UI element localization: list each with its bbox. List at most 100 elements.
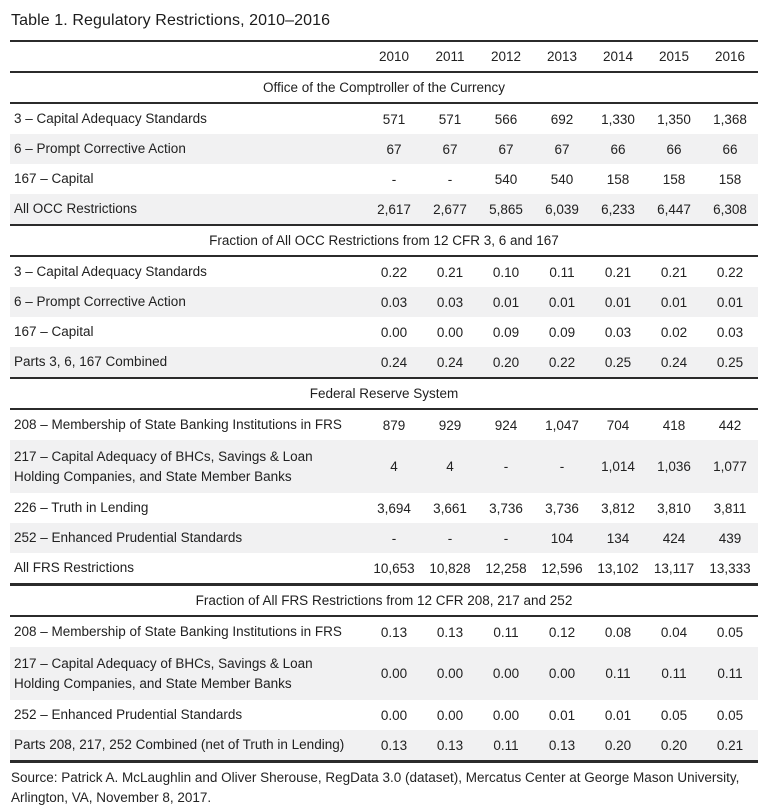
cell-value: 0.11 (717, 666, 743, 681)
cell-value: 158 (718, 171, 742, 187)
cell-value: 0.12 (548, 624, 576, 640)
cell-value: 1,077 (713, 459, 747, 474)
cell-value: 0.22 (716, 264, 744, 280)
cell-value: - (503, 530, 509, 546)
cell-value: - (391, 171, 397, 187)
cell-value: 0.03 (436, 294, 464, 310)
row-label: 167 – Capital (14, 171, 94, 186)
cell-value: 0.00 (380, 666, 408, 681)
year-column-header: 2016 (714, 49, 746, 64)
cell-value: 0.01 (604, 294, 632, 310)
cell-value: 879 (382, 417, 406, 433)
cell-value: 158 (606, 171, 630, 187)
cell-value: 0.00 (436, 707, 464, 723)
cell-value: 0.03 (716, 324, 744, 340)
cell-value: 0.05 (716, 707, 744, 723)
cell-value: 0.25 (604, 354, 632, 370)
cell-value: 0.00 (380, 324, 408, 340)
cell-value: 571 (438, 111, 462, 127)
table-section: Federal Reserve System 208 – Membership o… (10, 377, 758, 583)
cell-value: 158 (662, 171, 686, 187)
cell-value: 0.11 (605, 666, 631, 681)
table-row: 252 – Enhanced Prudential Standards - - - 10… (10, 523, 758, 553)
section-header: Federal Reserve System (10, 377, 758, 410)
table-section: Office of the Comptroller of the Currenc… (10, 73, 758, 224)
cell-value: 0.05 (660, 707, 688, 723)
cell-value: 0.01 (492, 294, 520, 310)
cell-value: 418 (662, 417, 686, 433)
cell-value: 0.21 (604, 264, 632, 280)
cell-value: 67 (386, 141, 402, 157)
table-row: 167 – Capital 0.00 0.00 0.09 0.09 0.03 0.02 0.0… (10, 317, 758, 347)
cell-value: 67 (498, 141, 514, 157)
cell-value: 929 (438, 417, 462, 433)
cell-value: - (503, 459, 509, 474)
regulatory-restrictions-table: 2010 2011 2012 2013 2014 2015 2016 Offic… (10, 40, 758, 763)
cell-value: 0.00 (492, 666, 520, 681)
table-section: Fraction of All OCC Restrictions from 12… (10, 224, 758, 377)
cell-value: 0.04 (660, 624, 688, 640)
cell-value: 0.03 (604, 324, 632, 340)
table-row: 217 – Capital Adequacy of BHCs, Savings … (10, 440, 758, 493)
table-row: 252 – Enhanced Prudential Standards 0.00 0… (10, 700, 758, 730)
cell-value: 566 (494, 111, 518, 127)
cell-value: 0.24 (436, 354, 464, 370)
row-label: 167 – Capital (14, 324, 94, 339)
cell-value: 0.24 (380, 354, 408, 370)
cell-value: 0.03 (380, 294, 408, 310)
table-row: Parts 208, 217, 252 Combined (net of Tru… (10, 730, 758, 760)
cell-value: 1,036 (657, 459, 691, 474)
cell-value: 66 (722, 141, 738, 157)
table-section: Fraction of All FRS Restrictions from 12… (10, 583, 758, 760)
cell-value: 1,047 (545, 417, 579, 433)
cell-value: 0.10 (492, 264, 520, 280)
row-label: 226 – Truth in Lending (14, 500, 149, 515)
cell-value: 924 (494, 417, 518, 433)
section-header: Fraction of All OCC Restrictions from 12… (10, 224, 758, 257)
cell-value: 0.21 (660, 264, 688, 280)
cell-value: 540 (550, 171, 574, 187)
row-label: 217 – Capital Adequacy of BHCs, Savings … (14, 655, 313, 691)
cell-value: 104 (550, 530, 574, 546)
cell-value: 704 (606, 417, 630, 433)
cell-value: 0.24 (660, 354, 688, 370)
cell-value: 0.01 (660, 294, 688, 310)
cell-value: 1,330 (601, 111, 635, 127)
row-label: 252 – Enhanced Prudential Standards (14, 707, 243, 722)
cell-value: 540 (494, 171, 518, 187)
cell-value: 0.00 (436, 324, 464, 340)
cell-value: 0.01 (716, 294, 744, 310)
section-header: Office of the Comptroller of the Currenc… (10, 73, 758, 104)
cell-value: 439 (718, 530, 742, 546)
cell-value: 13,117 (653, 560, 695, 576)
cell-value: 3,810 (657, 500, 691, 516)
cell-value: 3,661 (433, 500, 467, 516)
year-column-header: 2015 (658, 49, 690, 64)
cell-value: 0.20 (492, 354, 520, 370)
table-title: Table 1. Regulatory Restrictions, 2010–2… (11, 12, 331, 29)
cell-value: 0.11 (661, 666, 687, 681)
cell-value: 692 (550, 111, 574, 127)
cell-value: 10,828 (429, 560, 471, 576)
cell-value: 66 (666, 141, 682, 157)
source-note: Source: Patrick A. McLaughlin and Oliver… (11, 770, 740, 805)
cell-value: 10,653 (373, 560, 415, 576)
cell-value: 0.21 (716, 737, 744, 753)
cell-value: 0.25 (716, 354, 744, 370)
row-label: 217 – Capital Adequacy of BHCs, Savings … (14, 448, 313, 484)
cell-value: 6,308 (713, 201, 747, 217)
row-label: 3 – Capital Adequacy Standards (14, 264, 207, 279)
row-label: 208 – Membership of State Banking Instit… (14, 624, 342, 639)
cell-value: 0.02 (660, 324, 688, 340)
cell-value: 67 (442, 141, 458, 157)
cell-value: 0.00 (492, 707, 520, 723)
cell-value: 571 (382, 111, 406, 127)
cell-value: 2,677 (433, 201, 467, 217)
cell-value: 0.20 (660, 737, 688, 753)
cell-value: 0.13 (548, 737, 576, 753)
cell-value: 3,694 (377, 500, 411, 516)
cell-value: 4 (446, 459, 454, 474)
cell-value: 0.09 (548, 324, 576, 340)
cell-value: 0.05 (716, 624, 744, 640)
section-header: Fraction of All FRS Restrictions from 12… (10, 583, 758, 617)
